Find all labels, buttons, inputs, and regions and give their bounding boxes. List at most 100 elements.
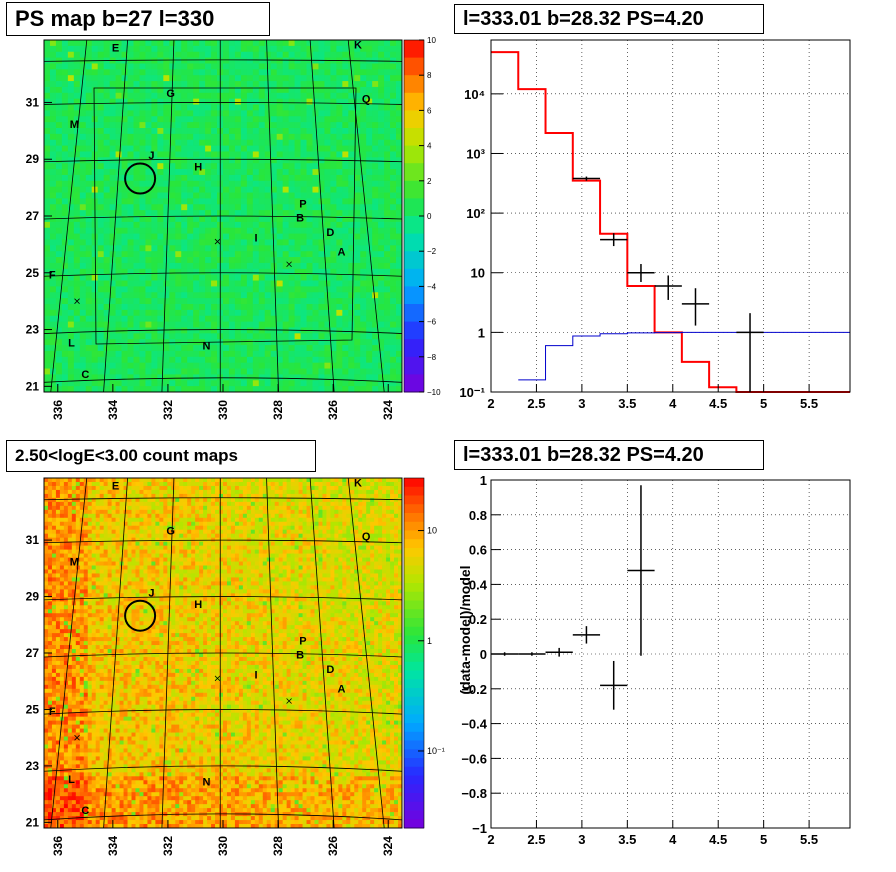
heatmap-cell: [306, 198, 313, 205]
heatmap-cell: [95, 549, 101, 554]
heatmap-cell: [372, 262, 379, 270]
heatmap-cell: [193, 139, 200, 146]
heatmap-cell: [59, 649, 65, 654]
heatmap-cell: [294, 333, 301, 340]
heatmap-cell: [366, 304, 373, 311]
heatmap-cell: [71, 656, 77, 662]
heatmap-cell: [87, 748, 93, 753]
heatmap-cell: [133, 104, 140, 111]
heatmap-cell: [270, 333, 278, 340]
heatmap-cell: [336, 356, 343, 364]
heatmap-cell: [109, 92, 116, 100]
heatmap-cell: [83, 800, 89, 805]
heatmap-cell: [276, 368, 284, 375]
heatmap-cell: [49, 239, 57, 246]
heatmap-cell: [294, 257, 301, 264]
heatmap-cell: [67, 345, 75, 352]
heatmap-cell: [175, 186, 182, 193]
heatmap-cell: [73, 92, 81, 100]
heatmap-cell: [91, 629, 97, 634]
heatmap-cell: [276, 210, 284, 217]
heatmap-cell: [103, 380, 111, 387]
heatmap-cell: [378, 286, 385, 293]
heatmap-cell: [258, 86, 266, 94]
heatmap-cell: [300, 268, 307, 276]
heatmap-cell: [87, 478, 93, 483]
heatmap-cell: [205, 309, 212, 317]
heatmap-cell: [163, 221, 170, 229]
heatmap-cell: [163, 157, 170, 164]
heatmap-cell: [288, 186, 295, 193]
heatmap-cell: [121, 163, 128, 170]
heatmap-cell: [366, 92, 373, 100]
heatmap-cell: [294, 280, 301, 287]
latitude-line: [43, 158, 403, 163]
heatmap-cell: [47, 660, 53, 666]
heatmap-cell: [145, 163, 152, 170]
heatmap-cell: [75, 633, 81, 638]
heatmap-cell: [44, 239, 51, 246]
heatmap-cell: [187, 274, 194, 281]
heatmap-cell: [330, 169, 337, 176]
heatmap-cell: [217, 380, 224, 387]
heatmap-cell: [169, 69, 176, 76]
heatmap-cell: [372, 239, 379, 246]
heatmap-cell: [99, 533, 105, 539]
heatmap-cell: [234, 380, 242, 387]
heatmap-cell: [139, 274, 146, 281]
heatmap-cell: [59, 601, 65, 606]
heatmap-cell: [75, 808, 81, 813]
heatmap-cell: [282, 309, 290, 317]
heatmap-cell: [396, 210, 403, 217]
heatmap-cell: [73, 210, 81, 217]
heatmap-cell: [175, 192, 182, 199]
heatmap-cell: [109, 216, 116, 223]
heatmap-cell: [318, 333, 325, 340]
heatmap-cell: [115, 110, 122, 117]
heatmap-cell: [187, 192, 194, 199]
heatmap-cell: [228, 169, 236, 176]
heatmap-cell: [83, 585, 89, 590]
heatmap-cell: [55, 517, 61, 523]
heatmap-cell: [211, 257, 218, 264]
heatmap-cell: [67, 362, 75, 369]
heatmap-cell: [71, 513, 77, 519]
heatmap-cell: [63, 653, 69, 658]
heatmap-cell: [252, 374, 260, 381]
heatmap-cell: [67, 239, 75, 246]
heatmap-cell: [312, 386, 319, 393]
heatmap-cell: [354, 339, 361, 346]
heatmap-cell: [55, 557, 61, 562]
heatmap-cell: [264, 104, 272, 111]
heatmap-cell: [348, 268, 355, 276]
heatmap-cell: [348, 262, 355, 270]
heatmap-cell: [240, 45, 248, 53]
heatmap-cell: [59, 521, 65, 527]
heatmap-cell: [300, 51, 307, 58]
heatmap-cell: [193, 63, 200, 70]
heatmap-cell: [127, 180, 134, 188]
heatmap-cell: [223, 374, 230, 381]
heatmap-cell: [258, 380, 266, 387]
heatmap-cell: [87, 708, 93, 714]
heatmap-cell: [95, 664, 101, 670]
heatmap-cell: [151, 145, 158, 152]
heatmap-cell: [348, 292, 355, 299]
heatmap-cell: [115, 98, 122, 105]
heatmap-cell: [115, 75, 122, 82]
heatmap-cell: [63, 493, 69, 499]
heatmap-cell: [372, 86, 379, 94]
heatmap-cell: [59, 692, 65, 698]
roi-outline: [93, 87, 357, 345]
heatmap-cell: [99, 625, 105, 630]
heatmap-cell: [97, 309, 105, 317]
heatmap-cell: [378, 315, 385, 322]
heatmap-cell: [372, 274, 379, 281]
heatmap-cell: [47, 605, 53, 610]
heatmap-cell: [127, 321, 134, 328]
heatmap-cell: [211, 116, 218, 123]
heatmap-cell: [44, 680, 49, 686]
heatmap-cell: [157, 57, 164, 64]
heatmap-cell: [139, 92, 146, 100]
heatmap-cell: [91, 45, 99, 53]
